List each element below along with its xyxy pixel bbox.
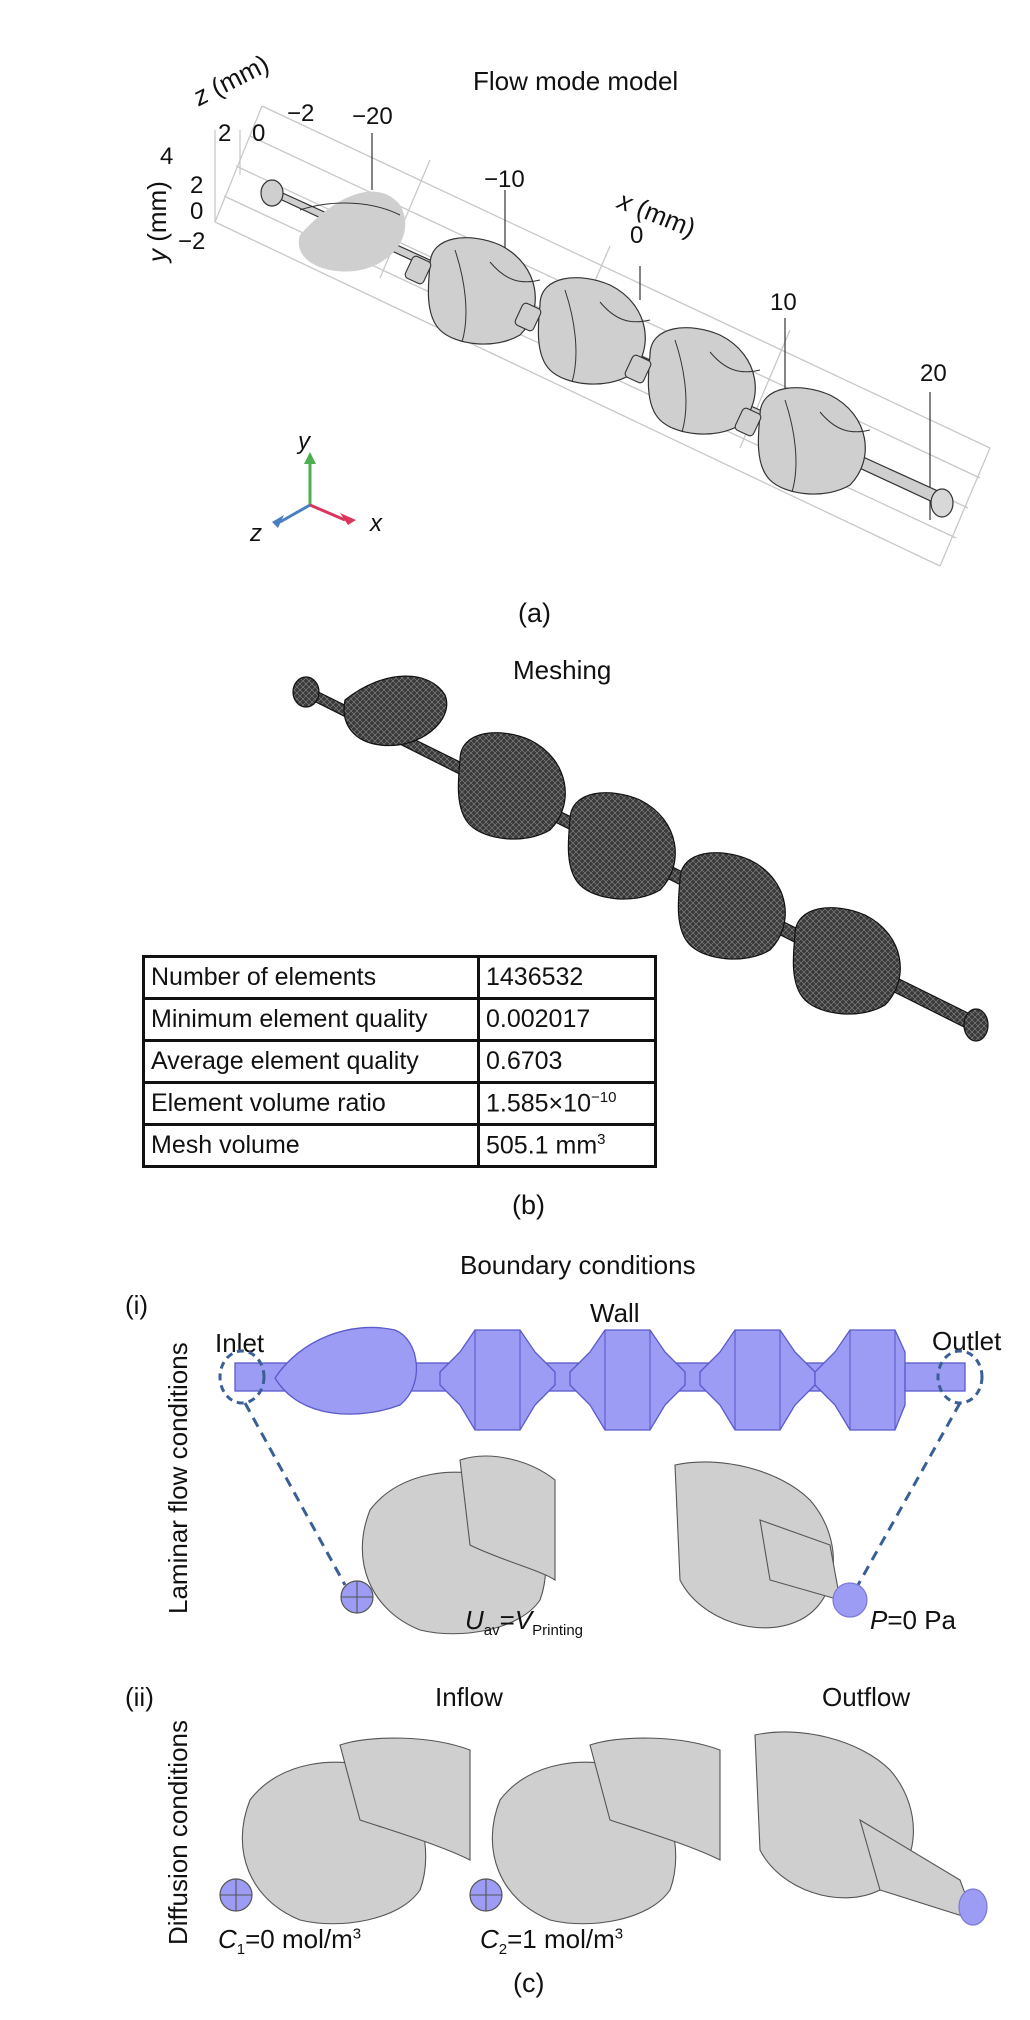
c1-symbol: C <box>218 1924 237 1954</box>
c1-unit-exponent: 3 <box>352 1925 362 1943</box>
x-tick-20: 20 <box>920 360 947 387</box>
outflow-label: Outflow <box>822 1682 911 1712</box>
y-tick-2: 2 <box>190 172 204 199</box>
row-name: Mesh volume <box>142 1123 480 1168</box>
table-row: Number of elements 1436532 <box>142 955 657 1000</box>
triad-z-label: z <box>250 520 262 547</box>
c2-subscript: 2 <box>498 1941 508 1959</box>
row-value: 0.002017 <box>477 997 657 1042</box>
z-tick-neg2: −2 <box>287 100 315 127</box>
x-tick-10: 10 <box>770 289 797 316</box>
sub-i-label: (i) <box>125 1290 149 1320</box>
sub-ii-label: (ii) <box>125 1682 154 1712</box>
c1-value: =0 mol/m <box>245 1924 353 1954</box>
x-tick-neg10: −10 <box>484 166 525 193</box>
x-tick-neg20: −20 <box>352 103 393 130</box>
c2-value: =1 mol/m <box>507 1924 615 1954</box>
z-tick-4: 4 <box>160 143 174 170</box>
row-name: Number of elements <box>142 955 480 1000</box>
triad-y-label: y <box>298 428 310 455</box>
u-symbol: U <box>465 1605 484 1635</box>
inlet-velocity-condition: Uav=VPrinting <box>465 1605 583 1639</box>
channel-geometry <box>260 179 954 518</box>
c1-subscript: 1 <box>236 1941 246 1959</box>
row-name: Element volume ratio <box>142 1081 480 1126</box>
z-tick-0: 0 <box>252 120 266 147</box>
inlet-label: Inlet <box>215 1328 265 1358</box>
equals-sign: = <box>499 1605 515 1635</box>
panel-b-title: Meshing <box>513 655 612 685</box>
value-exponent: 3 <box>597 1130 606 1148</box>
mesh-statistics-table: Number of elements 1436532 Minimum eleme… <box>142 955 657 1168</box>
c2-unit-exponent: 3 <box>614 1925 624 1943</box>
diffusion-side-label: Diffusion conditions <box>163 1720 193 1945</box>
outlet-label: Outlet <box>932 1326 1002 1356</box>
c2-condition: C2=1 mol/m3 <box>480 1924 623 1958</box>
x-tick-0: 0 <box>630 222 644 249</box>
panel-a-title: Flow mode model <box>473 66 679 96</box>
triad-x-label: x <box>370 510 382 537</box>
y-tick-neg2: −2 <box>178 228 206 255</box>
v-subscript: Printing <box>532 1622 584 1640</box>
row-name: Minimum element quality <box>142 997 480 1042</box>
value-base: 505.1 mm <box>486 1131 598 1160</box>
row-value: 1436532 <box>477 955 657 1000</box>
row-value: 1.585×10−10 <box>477 1081 657 1126</box>
u-subscript: av <box>483 1622 500 1640</box>
value-base: 1.585×10 <box>486 1089 591 1118</box>
panel-a-label: (a) <box>518 598 551 628</box>
value-exponent: −10 <box>590 1088 617 1106</box>
y-tick-0: 0 <box>190 198 204 225</box>
table-row: Element volume ratio 1.585×10−10 <box>142 1081 657 1126</box>
panel-c-label: (c) <box>513 1968 545 1998</box>
table-row: Minimum element quality 0.002017 <box>142 997 657 1042</box>
p-value: =0 Pa <box>887 1605 957 1635</box>
row-name: Average element quality <box>142 1039 480 1084</box>
v-symbol: V <box>514 1605 533 1635</box>
panel-b-label: (b) <box>512 1190 545 1220</box>
panel-c-title: Boundary conditions <box>460 1250 696 1280</box>
z-tick-2: 2 <box>218 120 232 147</box>
wall-label: Wall <box>590 1298 640 1328</box>
p-symbol: P <box>870 1605 888 1635</box>
table-row: Average element quality 0.6703 <box>142 1039 657 1084</box>
inflow-label: Inflow <box>435 1682 503 1712</box>
row-value: 505.1 mm3 <box>477 1123 657 1168</box>
outlet-pressure-condition: P=0 Pa <box>870 1605 956 1636</box>
table-row: Mesh volume 505.1 mm3 <box>142 1123 657 1168</box>
wall-channel <box>234 1326 966 1431</box>
row-value: 0.6703 <box>477 1039 657 1084</box>
c2-symbol: C <box>480 1924 499 1954</box>
c1-condition: C1=0 mol/m3 <box>218 1924 361 1958</box>
